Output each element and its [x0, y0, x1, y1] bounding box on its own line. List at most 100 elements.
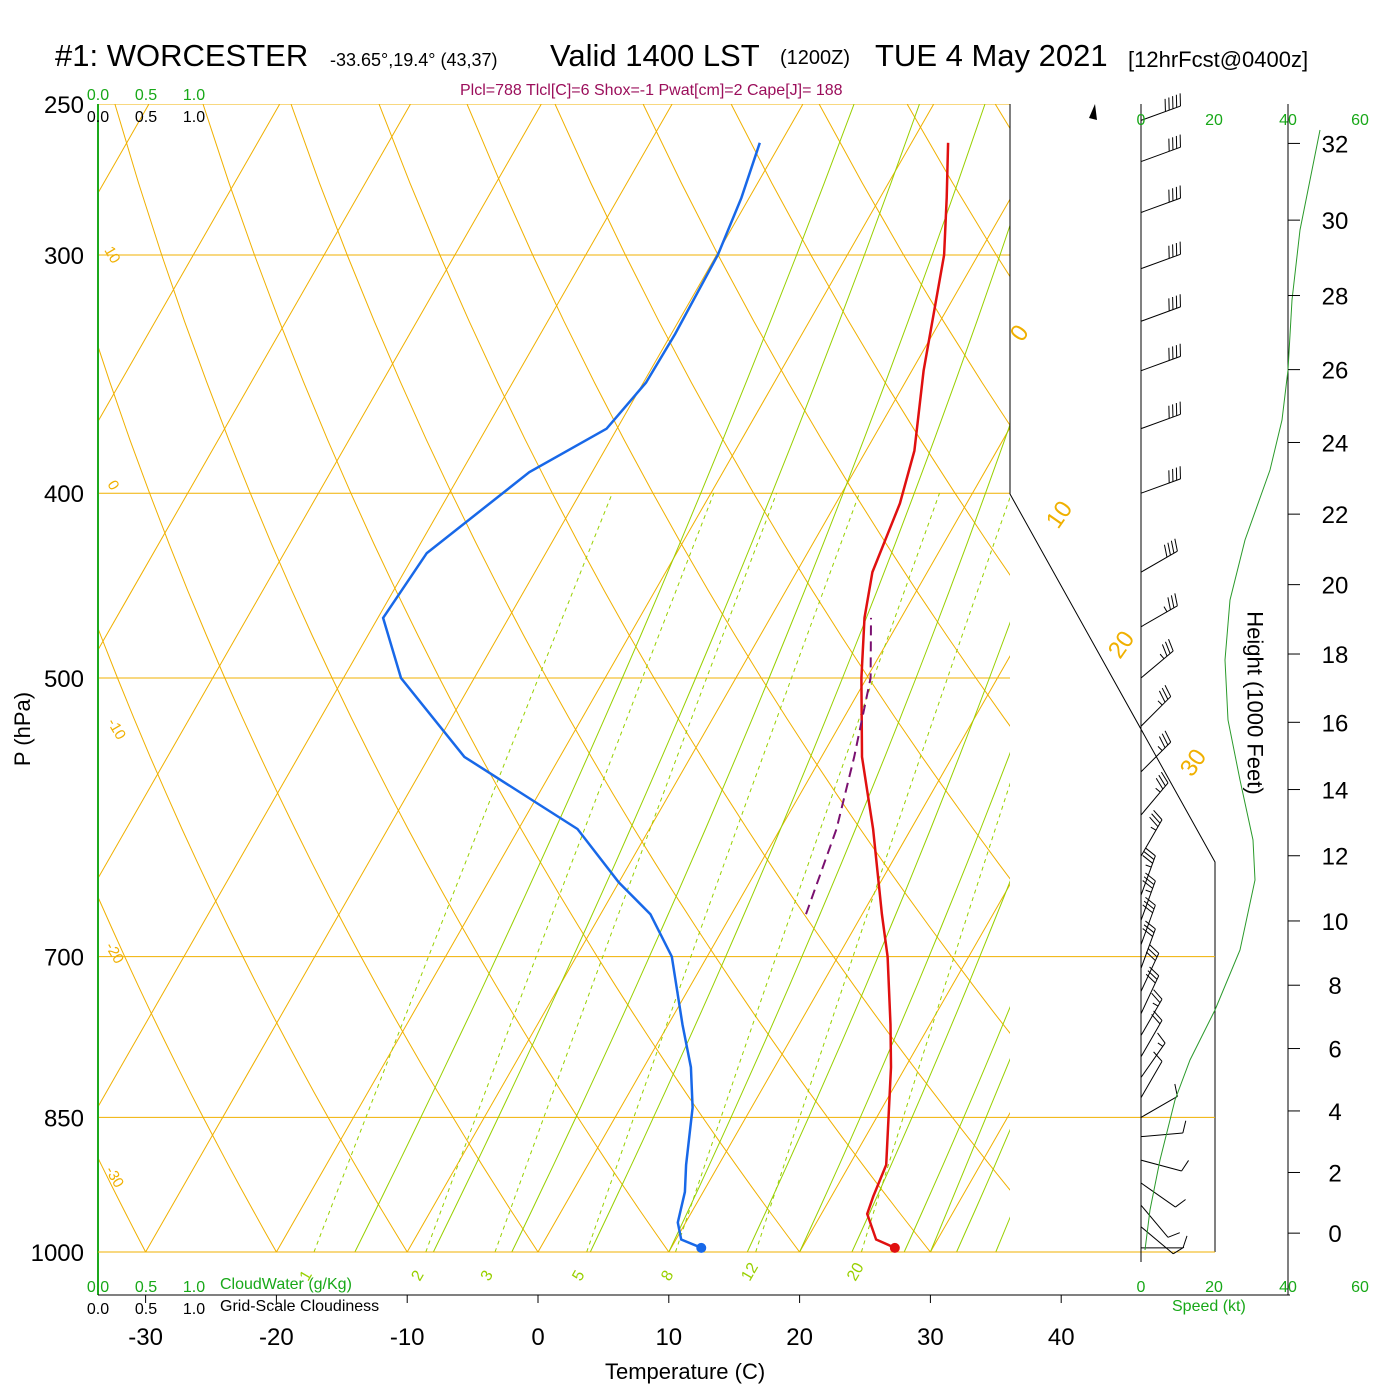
mixing-ratio-line: [425, 493, 715, 1252]
moist-adiabat: [851, 880, 1010, 1252]
isotherm-line: [1192, 104, 1400, 1252]
wind-barb-flag: [1149, 944, 1160, 954]
wind-barb-staff: [1140, 880, 1156, 921]
wind-barb-flag: [1161, 687, 1169, 700]
wind-barb-flag: [1153, 989, 1163, 1000]
wind-barb: [1140, 944, 1160, 992]
height-tick-label: 10: [1322, 909, 1349, 936]
temperature-line: [860, 142, 950, 1249]
wind-speed-tick-bottom: 20: [1205, 1279, 1223, 1296]
wind-barb-flag: [1142, 880, 1153, 889]
mixing-ratio-line: [755, 495, 1010, 1252]
wind-barb: [1140, 639, 1174, 679]
wind-speed-tick-bottom: 40: [1279, 1279, 1297, 1296]
clipped-grid: [98, 104, 1400, 1252]
wind-barb: [1140, 593, 1178, 628]
wind-barb: [1140, 343, 1181, 372]
cloudiness-tick-top: 1.0: [183, 109, 205, 126]
wind-barb-staff: [1140, 782, 1169, 816]
moist-adiabat: [903, 1005, 1010, 1252]
isotherm-line: [275, 104, 935, 1252]
wind-barb-half-flag: [1163, 606, 1168, 613]
wind-barb-flag: [1163, 544, 1168, 558]
wind-barb-staff: [1140, 1132, 1183, 1138]
wind-barb-flag: [1158, 690, 1166, 703]
wind-speed-tick-top: 40: [1279, 112, 1297, 129]
wind-barb-staff: [1140, 197, 1181, 213]
pressure-tick-label: 700: [44, 945, 84, 972]
cloudiness-tick-top: 0.0: [87, 109, 109, 126]
height-tick-label: 14: [1322, 778, 1349, 805]
isotherm-label: -20: [102, 940, 128, 967]
wind-barb-layer: [1089, 93, 1189, 1255]
wind-barb: [1140, 1032, 1166, 1078]
cloudwater-tick-bottom: 0.0: [87, 1279, 109, 1296]
wind-barb-flag: [1145, 951, 1156, 961]
wind-barb: [1140, 896, 1156, 945]
wind-barb-staff: [1140, 928, 1156, 969]
wind-barb-staff: [1140, 741, 1172, 773]
dry-adiabat: [642, 104, 1010, 727]
wind-barb-flag: [1145, 973, 1156, 984]
wind-barb-half-flag: [1150, 826, 1157, 831]
isotherm-label: -10: [104, 716, 130, 743]
cloudwater-tick-bottom: 0.5: [135, 1279, 157, 1296]
wind-barb: [1140, 538, 1178, 573]
pressure-tick-label: 400: [44, 481, 84, 508]
wind-barb-flag: [1145, 847, 1156, 857]
wind-barb: [1140, 966, 1160, 1014]
temperature-tick-label: -20: [259, 1324, 294, 1351]
temperature-tick-label: -30: [128, 1324, 163, 1351]
wind-barb-staff: [1140, 550, 1178, 573]
wind-barb-flag: [1151, 813, 1161, 824]
wind-barb: [1140, 134, 1181, 163]
temperature-tick-label: 10: [655, 1324, 682, 1351]
wind-barb-flag: [1164, 641, 1171, 654]
wind-barb-half-flag: [1159, 653, 1165, 660]
wind-barb-staff: [1140, 1095, 1178, 1118]
isotherm-label: -30: [102, 1164, 128, 1191]
wind-barb-staff: [1140, 478, 1181, 494]
moist-adiabat: [995, 1216, 1010, 1252]
height-tick-label: 4: [1328, 1099, 1341, 1126]
wind-barb-staff: [1140, 1226, 1174, 1255]
dry-adiabat: [730, 104, 1010, 576]
wind-barb: [1140, 1182, 1186, 1208]
moist-adiabat: [956, 1128, 1010, 1252]
wind-barb: [1140, 872, 1156, 921]
wind-barb-flag: [1153, 1010, 1163, 1021]
wind-barb-flag: [1143, 924, 1155, 934]
wind-barb: [1140, 920, 1156, 969]
wind-barb-flag: [1168, 639, 1174, 652]
mixing-ratio-label: 20: [844, 1260, 868, 1284]
wind-barb-flag: [1147, 970, 1158, 980]
wind-barb-staff: [1140, 650, 1174, 679]
mixing-ratio-line: [586, 493, 860, 1252]
wind-barb-flag: [1143, 851, 1155, 860]
wind-barb: [1140, 771, 1169, 816]
dry-adiabat: [378, 104, 1010, 1191]
height-tick-label: 20: [1322, 573, 1349, 600]
isotherm-label: 20: [1103, 626, 1140, 663]
wind-barb-flag: [1153, 809, 1163, 821]
wind-barb-staff: [1140, 696, 1172, 727]
wind-barb-flag: [1161, 644, 1168, 657]
wind-barb-flag: [1142, 928, 1153, 937]
wind-barb-staff: [1140, 953, 1160, 992]
dry-adiabat: [98, 895, 277, 1252]
wind-barb-flag: [1153, 1051, 1163, 1062]
wind-barb-flag: [1164, 685, 1172, 697]
wind-speed-tick-bottom: 0: [1137, 1279, 1146, 1296]
wind-barb-flag: [1147, 947, 1158, 958]
wind-barb-flag: [1181, 1160, 1189, 1172]
wind-barb-staff: [1140, 1182, 1176, 1208]
moist-adiabat: [799, 751, 1010, 1252]
surface-dewpoint-dot: [696, 1242, 707, 1253]
wind-barb-staff: [1140, 998, 1163, 1036]
height-tick-label: 32: [1322, 131, 1349, 158]
wind-barb-staff: [1140, 306, 1181, 322]
dry-adiabat: [114, 104, 670, 1252]
wind-barb-flag: [1142, 904, 1153, 914]
wind-barb-flag: [1143, 900, 1155, 910]
isotherm-label: 0: [104, 478, 123, 494]
